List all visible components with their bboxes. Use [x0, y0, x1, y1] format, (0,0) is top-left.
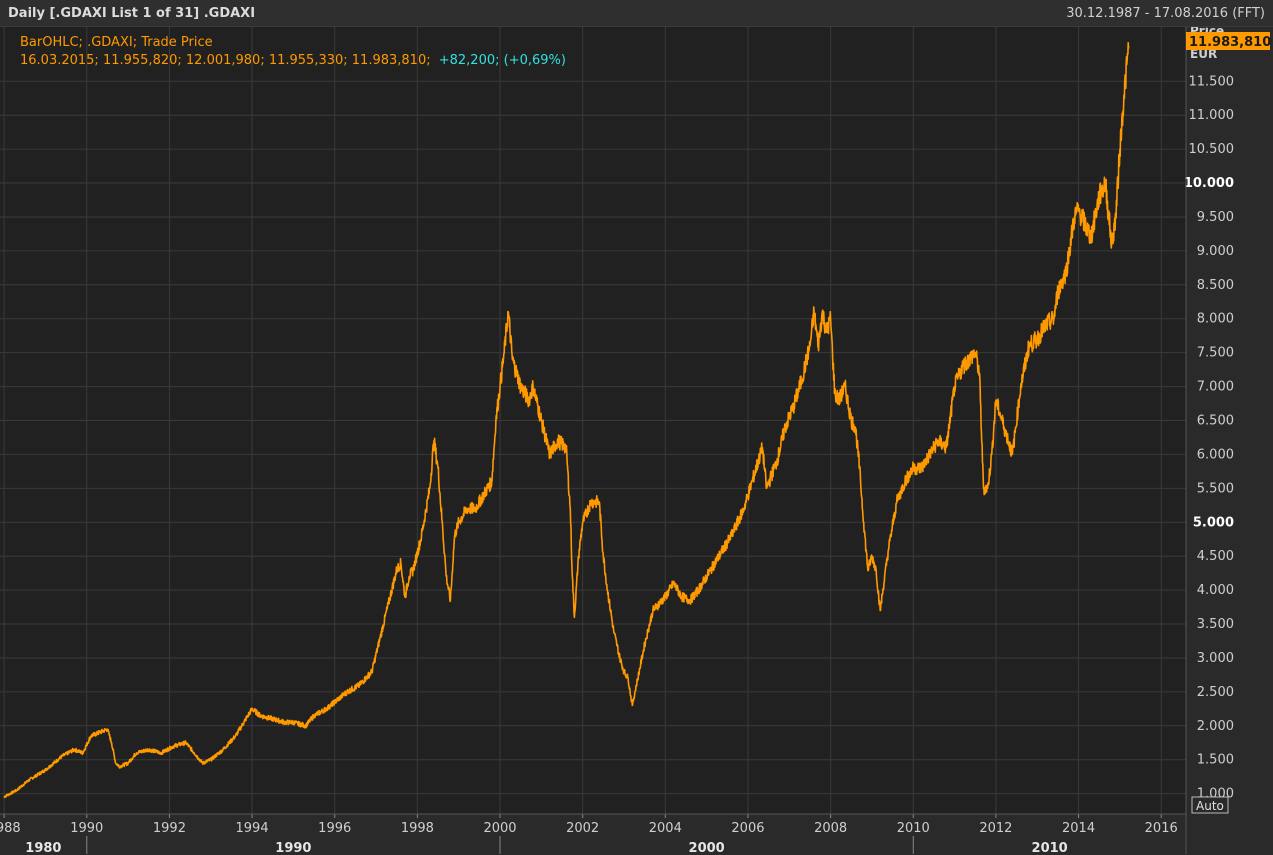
ohlc-values: 16.03.2015; 11.955,820; 12.001,980; 11.9… — [20, 53, 431, 68]
ohlc-readout: 16.03.2015; 11.955,820; 12.001,980; 11.9… — [20, 53, 566, 68]
decade-label: 1980 — [25, 841, 61, 855]
chart-title: Daily [.GDAXI List 1 of 31] .GDAXI — [8, 6, 256, 21]
x-tick-label: 2006 — [731, 821, 764, 836]
x-axis[interactable]: 1988 1990 1992 1994 1996 1998 2000 2002 2004 2006… — [0, 813, 1186, 855]
series-label: BarOHLC; .GDAXI; Trade Price — [20, 35, 213, 50]
currency-label: EUR — [1190, 47, 1217, 61]
y-tick-label: 8.000 — [1197, 312, 1234, 327]
x-tick-label: 1990 — [70, 821, 103, 836]
y-tick-label: 3.500 — [1197, 617, 1234, 632]
price-change: +82,200; (+0,69%) — [439, 53, 566, 68]
date-range: 30.12.1987 - 17.08.2016 (FFT) — [1066, 6, 1265, 21]
grid-lines — [0, 27, 1186, 814]
x-tick-label: 1992 — [153, 821, 186, 836]
x-tick-label: 2004 — [649, 821, 682, 836]
y-tick-label: 4.000 — [1197, 583, 1234, 598]
auto-scale-label: Auto — [1196, 799, 1224, 813]
x-tick-label: 2010 — [897, 821, 930, 836]
y-tick-label: 6.000 — [1197, 447, 1234, 462]
y-tick-label: 5.500 — [1197, 481, 1234, 496]
decade-label: 1990 — [275, 841, 311, 855]
y-tick-label: 7.000 — [1197, 380, 1234, 395]
last-price-value: 11.983,810 — [1189, 35, 1271, 50]
y-tick-label: 5.000 — [1193, 515, 1234, 530]
y-tick-label: 4.500 — [1197, 549, 1234, 564]
y-tick-label: 2.000 — [1197, 719, 1234, 734]
y-tick-label: 8.500 — [1197, 278, 1234, 293]
last-price-badge: 11.983,810 — [1186, 32, 1271, 50]
y-tick-label: 11.000 — [1189, 108, 1235, 123]
x-tick-label: 2016 — [1145, 821, 1178, 836]
y-tick-label: 11.500 — [1189, 74, 1235, 89]
y-tick-label: 2.500 — [1197, 685, 1234, 700]
chart-window-title-bar: Daily [.GDAXI List 1 of 31] .GDAXI 30.12… — [0, 0, 1273, 27]
price-chart[interactable]: 1.0001.5002.0002.5003.0003.5004.0004.500… — [0, 27, 1273, 855]
x-tick-label: 1998 — [401, 821, 434, 836]
x-tick-label: 1994 — [236, 821, 269, 836]
x-tick-label: 1996 — [318, 821, 351, 836]
y-tick-label: 9.000 — [1197, 244, 1234, 259]
y-tick-label: 9.500 — [1197, 210, 1234, 225]
y-axis[interactable]: 1.0001.5002.0002.5003.0003.5004.0004.500… — [1184, 27, 1234, 854]
x-tick-label: 2012 — [979, 821, 1012, 836]
decade-label: 2010 — [1032, 841, 1068, 855]
x-tick-label: 2000 — [483, 821, 516, 836]
decade-label: 2000 — [689, 841, 725, 855]
x-tick-label: 2014 — [1062, 821, 1095, 836]
price-series-line — [3, 41, 1130, 799]
y-tick-label: 6.500 — [1197, 414, 1234, 429]
y-tick-label: 3.000 — [1197, 651, 1234, 666]
y-tick-label: 1.500 — [1197, 753, 1234, 768]
auto-scale-button[interactable]: Auto — [1191, 796, 1229, 814]
y-tick-label: 10.000 — [1184, 176, 1234, 191]
x-tick-label: 2008 — [814, 821, 847, 836]
x-tick-label: 1988 — [0, 821, 21, 836]
y-tick-label: 7.500 — [1197, 346, 1234, 361]
x-tick-label: 2002 — [566, 821, 599, 836]
y-tick-label: 10.500 — [1189, 142, 1235, 157]
